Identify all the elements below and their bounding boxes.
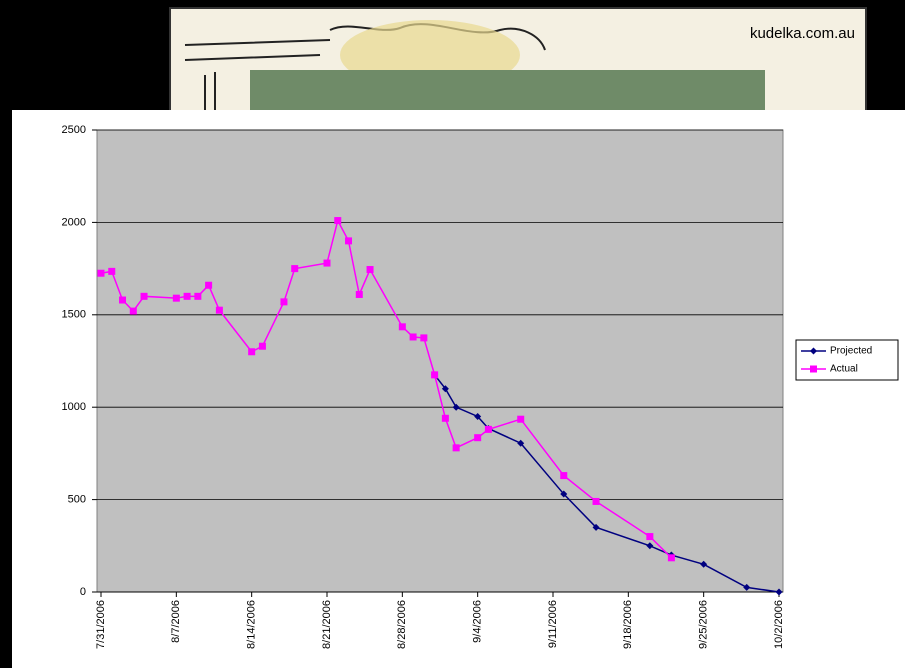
marker bbox=[441, 385, 449, 393]
legend-label: Projected bbox=[830, 346, 872, 357]
marker bbox=[474, 412, 482, 420]
x-tick-label: 9/11/2006 bbox=[547, 600, 559, 648]
marker bbox=[398, 323, 406, 331]
marker bbox=[140, 292, 148, 300]
marker bbox=[323, 259, 331, 267]
marker bbox=[431, 371, 439, 379]
x-tick-label: 8/14/2006 bbox=[246, 600, 258, 649]
marker bbox=[119, 296, 127, 304]
x-tick-label: 9/25/2006 bbox=[698, 600, 710, 649]
y-tick-label: 0 bbox=[80, 586, 86, 598]
marker bbox=[743, 583, 751, 591]
legend-box bbox=[795, 339, 899, 381]
marker bbox=[560, 472, 568, 480]
marker bbox=[215, 306, 223, 314]
marker bbox=[129, 307, 137, 315]
comic-banner: kudelka.com.au bbox=[169, 7, 867, 117]
marker bbox=[334, 217, 342, 225]
legend-marker bbox=[810, 365, 817, 373]
legend: Projected Actual bbox=[795, 339, 899, 381]
y-tick-label: 2500 bbox=[62, 124, 86, 136]
marker bbox=[474, 434, 482, 442]
marker bbox=[97, 269, 105, 277]
marker bbox=[420, 334, 428, 342]
marker bbox=[700, 560, 708, 568]
x-tick-label: 10/2/2006 bbox=[773, 600, 785, 649]
marker bbox=[291, 265, 299, 273]
comic-box bbox=[250, 70, 765, 116]
marker bbox=[452, 444, 460, 452]
chart: 0 500 1000 1500 2000 2500 7/31/2006 8/7/2006 8/1… bbox=[62, 124, 899, 649]
y-tick-label: 1500 bbox=[62, 309, 86, 321]
y-tick-label: 500 bbox=[68, 494, 86, 506]
credit: kudelka.com.au bbox=[750, 25, 855, 42]
x-tick-label: 7/31/2006 bbox=[95, 600, 107, 649]
marker bbox=[452, 403, 460, 411]
marker bbox=[517, 415, 525, 423]
legend-marker bbox=[810, 347, 817, 355]
marker bbox=[560, 490, 568, 498]
marker bbox=[409, 333, 417, 341]
marker bbox=[183, 292, 191, 300]
marker bbox=[355, 290, 363, 298]
marker bbox=[108, 267, 116, 275]
marker bbox=[248, 348, 256, 356]
marker bbox=[775, 588, 783, 596]
y-tick-label: 1000 bbox=[62, 401, 86, 413]
marker bbox=[517, 439, 525, 447]
x-tick-label: 8/28/2006 bbox=[396, 600, 408, 649]
marker bbox=[667, 554, 675, 562]
x-tick-label: 9/4/2006 bbox=[472, 600, 484, 643]
comic-sketch bbox=[184, 23, 546, 112]
marker bbox=[646, 533, 654, 541]
marker bbox=[441, 414, 449, 422]
x-tick-label: 9/18/2006 bbox=[622, 600, 634, 649]
x-tick-label: 8/7/2006 bbox=[170, 600, 182, 643]
plot-area bbox=[96, 129, 784, 593]
y-tick-label: 2000 bbox=[62, 216, 86, 228]
marker bbox=[258, 342, 266, 350]
marker bbox=[484, 425, 492, 433]
x-tick-label: 8/21/2006 bbox=[321, 600, 333, 649]
marker bbox=[205, 281, 213, 289]
marker bbox=[280, 298, 288, 306]
marker bbox=[345, 237, 353, 245]
legend-label: Actual bbox=[830, 364, 858, 375]
marker bbox=[646, 542, 654, 550]
marker bbox=[592, 497, 600, 505]
marker bbox=[194, 292, 202, 300]
marker bbox=[592, 523, 600, 531]
marker bbox=[172, 294, 180, 302]
marker bbox=[366, 266, 374, 274]
